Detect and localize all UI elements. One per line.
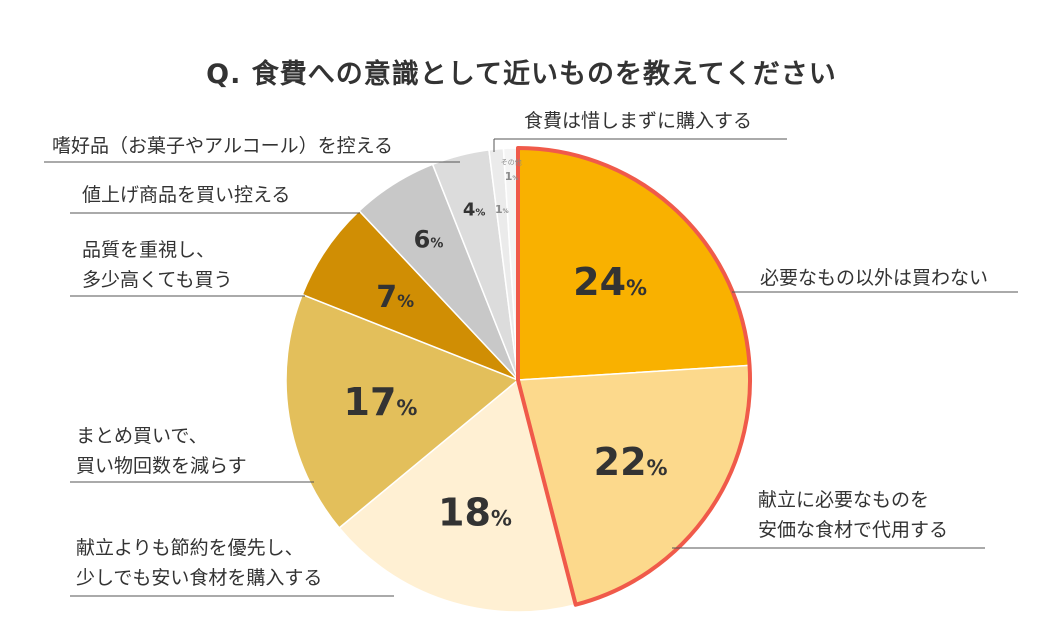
pie-slice-0 [517, 147, 751, 381]
category-label-line: 必要なもの以外は買わない [760, 267, 988, 289]
slice-category-label-7: 食費は惜しまずに購入する [494, 110, 787, 140]
slice-category-label-2: 献立よりも節約を優先し、少しでも安い食材を購入する [70, 537, 394, 597]
category-label-line: 嗜好品（お菓子やアルコール）を控える [52, 135, 393, 157]
category-label-line: 安価な食材で代用する [758, 519, 948, 541]
category-label-line: 多少高くても買う [82, 269, 232, 291]
pie-slice-2 [338, 378, 577, 613]
slice-value-label-1: 22% [594, 440, 668, 484]
slice-category-label-3: まとめ買いで、買い物回数を減らす [70, 425, 314, 483]
highlight-outline [516, 146, 752, 607]
category-label-line: 食費は惜しまずに購入する [524, 110, 752, 132]
slice-category-label-4: 品質を重視し、多少高くても買う [70, 239, 305, 297]
category-label-line: 値上げ商品を買い控える [82, 184, 290, 206]
category-label-line: 品質を重視し、 [82, 239, 215, 261]
category-label-line: 献立に必要なものを [758, 489, 929, 511]
pie-slice-3 [285, 293, 520, 529]
slice-category-label-8: その他 [501, 157, 522, 166]
slice-category-label-5: 値上げ商品を買い控える [70, 184, 360, 214]
chart-title: Q. 食費への意識として近いものを教えてください [206, 59, 837, 90]
category-label-line: 献立よりも節約を優先し、 [76, 537, 304, 559]
pie-slice-4 [301, 209, 519, 381]
category-label-line: まとめ買いで、 [76, 425, 208, 447]
slice-category-label-0: 必要なもの以外は買わない [732, 267, 1018, 293]
category-label-line: 買い物回数を減らす [76, 455, 247, 477]
category-label-line: 少しでも安い食材を購入する [76, 567, 322, 589]
slice-category-label-6: 嗜好品（お菓子やアルコール）を控える [44, 135, 460, 163]
